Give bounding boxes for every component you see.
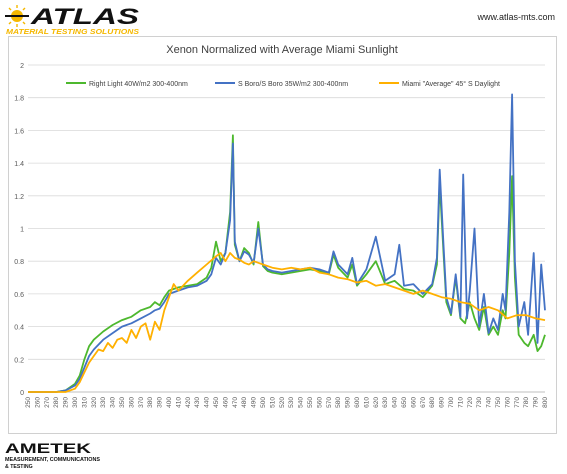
x-tick-label: 430	[194, 397, 201, 408]
x-tick-label: 640	[392, 397, 399, 408]
x-tick-label: 740	[486, 397, 493, 408]
x-tick-label: 370	[138, 397, 145, 408]
x-tick-label: 340	[110, 397, 117, 408]
x-tick-label: 490	[251, 397, 258, 408]
x-tick-label: 720	[467, 397, 474, 408]
x-tick-label: 570	[326, 397, 333, 408]
legend-label: Miami "Average" 45° S Daylight	[402, 80, 500, 88]
x-tick-label: 630	[382, 397, 389, 408]
x-tick-label: 460	[222, 397, 229, 408]
chart: Xenon Normalized with Average Miami Sunl…	[8, 36, 557, 434]
series-line-3	[28, 252, 546, 393]
y-tick-label: 0.4	[14, 325, 24, 332]
y-tick-label: 0	[20, 390, 24, 397]
x-tick-label: 560	[316, 397, 323, 408]
x-tick-label: 750	[495, 397, 502, 408]
x-tick-label: 670	[420, 397, 427, 408]
x-tick-label: 530	[288, 397, 295, 408]
atlas-brand-name: ATLAS	[29, 4, 139, 29]
y-tick-label: 1.6	[14, 128, 24, 135]
y-tick-label: 1.8	[14, 96, 24, 103]
ametek-tagline-1: MEASUREMENT, COMMUNICATIONS	[5, 457, 101, 463]
y-tick-label: 0.6	[14, 292, 24, 299]
x-tick-label: 400	[166, 397, 173, 408]
x-tick-label: 470	[232, 397, 239, 408]
legend-label: Right Light 40W/m2 300-400nm	[89, 81, 188, 88]
x-tick-label: 550	[307, 397, 314, 408]
x-tick-label: 420	[185, 397, 192, 408]
x-tick-label: 410	[175, 397, 182, 408]
x-tick-label: 440	[204, 397, 211, 408]
series-line-1	[28, 134, 546, 393]
x-tick-label: 680	[429, 397, 436, 408]
x-tick-label: 390	[157, 397, 164, 408]
x-tick-label: 800	[542, 397, 549, 408]
x-tick-label: 660	[410, 397, 417, 408]
x-tick-label: 710	[457, 397, 464, 408]
y-axis: 0 0.2 0.4 0.6 0.8 1 1.2 1.4 1.6 1.8 2	[14, 63, 24, 397]
x-tick-label: 520	[279, 397, 286, 408]
chart-title: Xenon Normalized with Average Miami Sunl…	[166, 44, 398, 56]
y-tick-label: 0.2	[14, 357, 24, 364]
ametek-brand-name: AMETEK	[5, 440, 91, 456]
x-tick-label: 610	[363, 397, 370, 408]
x-tick-label: 620	[373, 397, 380, 408]
ametek-tagline-2: & TESTING	[5, 464, 33, 470]
website-url: www.atlas-mts.com	[477, 12, 555, 22]
x-tick-label: 330	[100, 397, 107, 408]
x-tick-label: 780	[523, 397, 530, 408]
x-tick-label: 650	[401, 397, 408, 408]
y-tick-label: 2	[20, 63, 24, 70]
x-tick-label: 510	[269, 397, 276, 408]
x-tick-label: 590	[345, 397, 352, 408]
x-tick-label: 790	[533, 397, 540, 408]
x-tick-label: 480	[241, 397, 248, 408]
x-axis: 250 260 270 280 290 300 310 320 330 340 350 360 370 3…	[25, 391, 549, 408]
x-tick-label: 250	[25, 397, 32, 408]
x-tick-label: 310	[81, 397, 88, 408]
x-tick-label: 270	[44, 397, 51, 408]
atlas-logo: ATLAS MATERIAL TESTING SOLUTIONS	[5, 4, 139, 36]
x-tick-label: 380	[147, 397, 154, 408]
legend-label: S Boro/S Boro 35W/m2 300-400nm	[238, 81, 348, 88]
x-tick-label: 500	[260, 397, 267, 408]
series-line-2	[28, 93, 546, 393]
x-tick-label: 300	[72, 397, 79, 408]
x-tick-label: 540	[298, 397, 305, 408]
x-tick-label: 730	[476, 397, 483, 408]
x-tick-label: 600	[354, 397, 361, 408]
series-group	[28, 93, 546, 393]
x-tick-label: 580	[335, 397, 342, 408]
x-tick-label: 760	[504, 397, 511, 408]
x-tick-label: 320	[91, 397, 98, 408]
x-tick-label: 280	[53, 397, 60, 408]
legend: Right Light 40W/m2 300-400nm S Boro/S Bor…	[66, 80, 500, 88]
atlas-tagline: MATERIAL TESTING SOLUTIONS	[6, 29, 139, 36]
y-tick-label: 1.4	[14, 161, 24, 168]
x-tick-label: 360	[128, 397, 135, 408]
x-tick-label: 350	[119, 397, 126, 408]
ametek-logo: AMETEK MEASUREMENT, COMMUNICATIONS & TES…	[5, 440, 101, 470]
x-tick-label: 290	[63, 397, 70, 408]
y-tick-label: 0.8	[14, 259, 24, 266]
y-tick-label: 1.2	[14, 194, 24, 201]
x-tick-label: 770	[514, 397, 521, 408]
x-tick-label: 690	[439, 397, 446, 408]
x-tick-label: 700	[448, 397, 455, 408]
x-tick-label: 260	[34, 397, 41, 408]
y-tick-label: 1	[20, 227, 24, 234]
x-tick-label: 450	[213, 397, 220, 408]
sun-icon	[5, 5, 29, 27]
